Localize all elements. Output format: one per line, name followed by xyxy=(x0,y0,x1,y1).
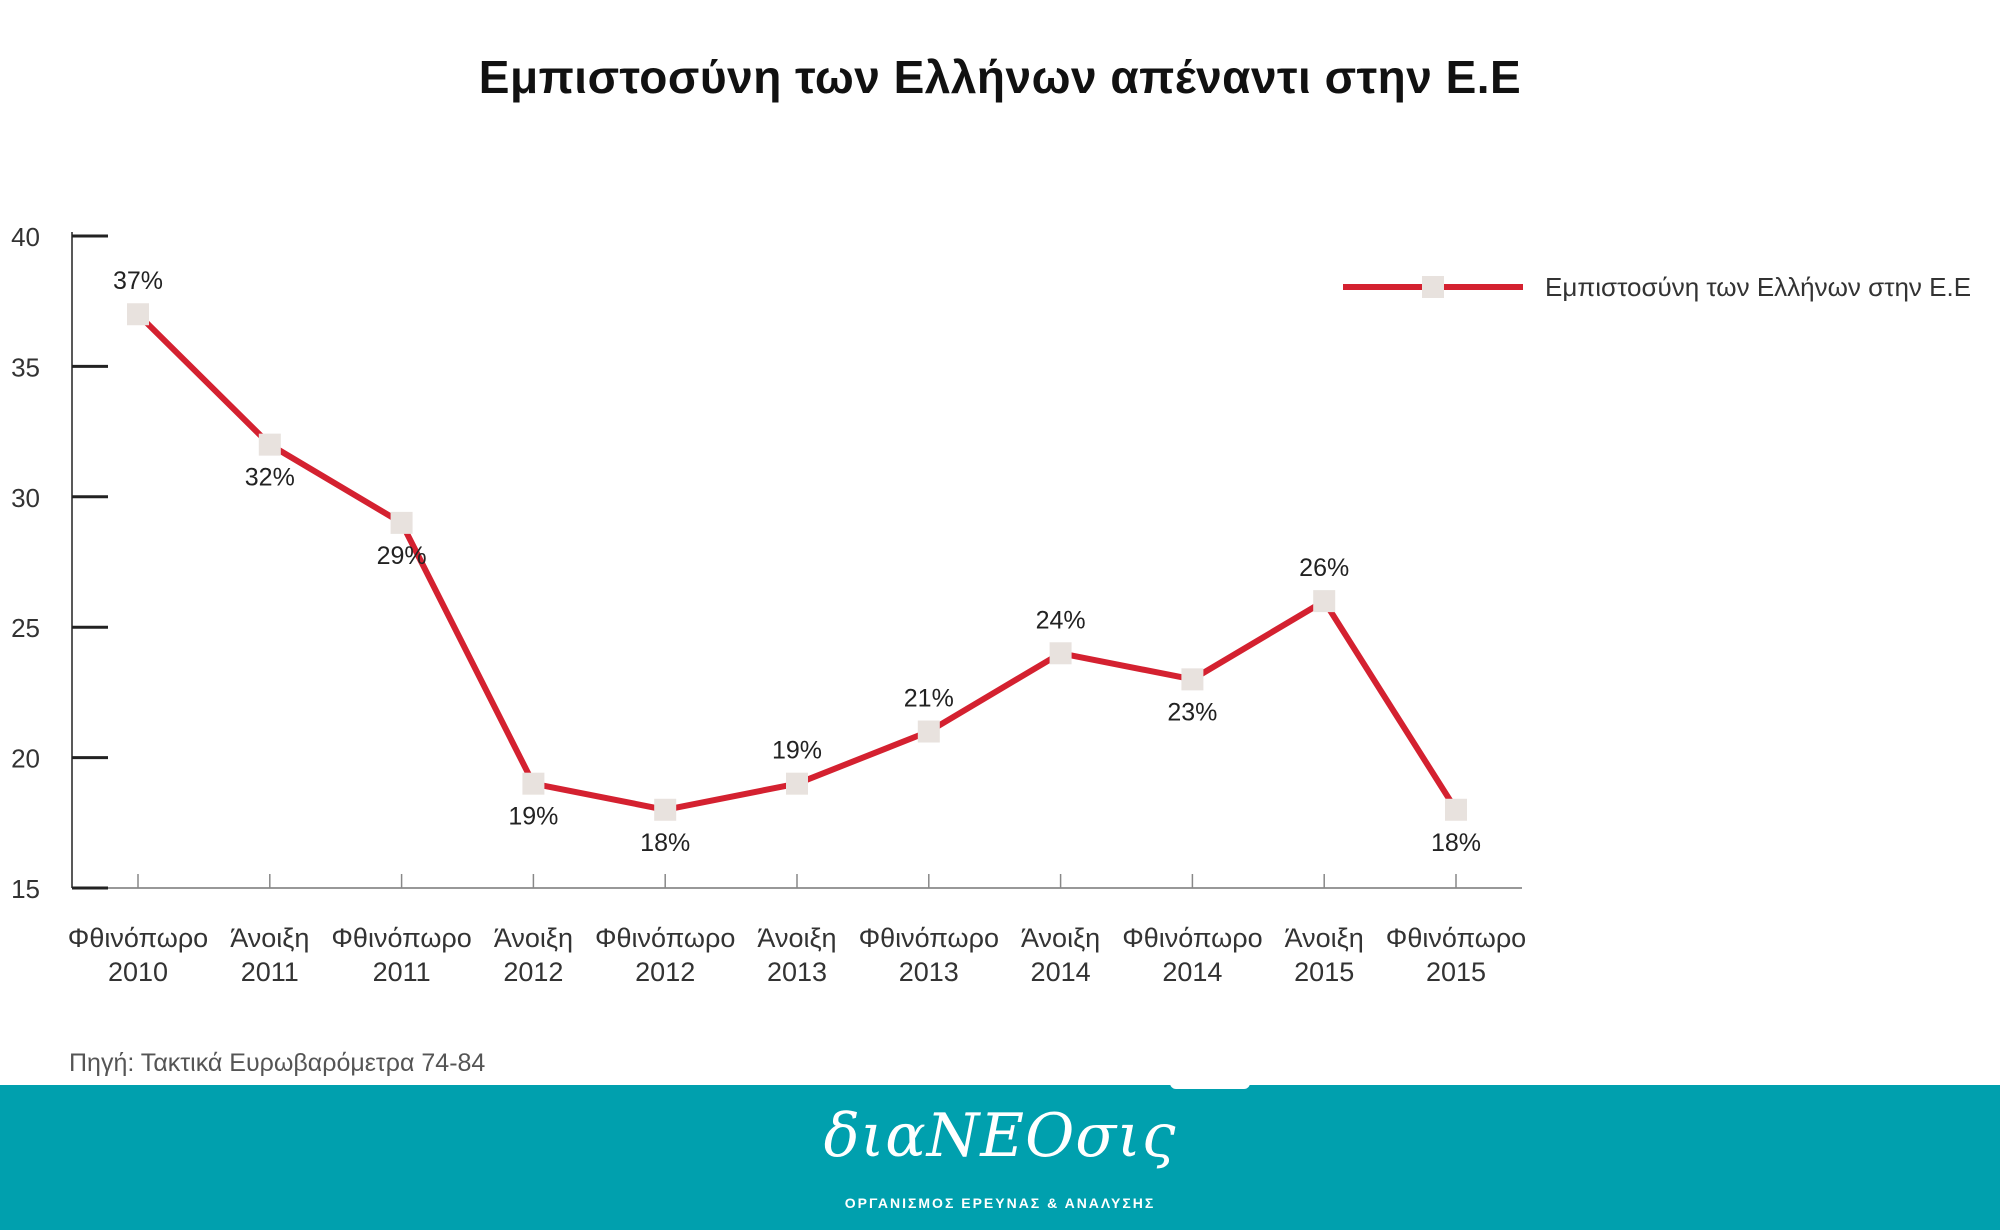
legend-marker xyxy=(1422,276,1444,298)
data-point-marker xyxy=(1445,798,1467,821)
series-line xyxy=(135,312,1459,813)
data-point-marker xyxy=(258,433,281,456)
x-tick-label: Άνοιξη 2011 xyxy=(230,923,309,987)
x-tick-label: Άνοιξη 2015 xyxy=(1285,923,1364,987)
data-point-marker xyxy=(390,511,413,534)
data-label: 37% xyxy=(113,267,163,295)
x-tick-label: Φθινόπωρο 2015 xyxy=(1386,923,1526,987)
y-tick-label: 40 xyxy=(11,222,40,252)
y-tick-label: 15 xyxy=(11,874,40,904)
brand-tagline: ΟΡΓΑΝΙΣΜΟΣ ΕΡΕΥΝΑΣ & ΑΝΑΛΥΣΗΣ xyxy=(844,1195,1156,1211)
x-tick-label: Φθινόπωρο 2012 xyxy=(595,923,735,987)
y-tick-label: 35 xyxy=(11,352,40,382)
data-point-marker xyxy=(1049,642,1072,665)
footer-notch xyxy=(1170,1083,1250,1089)
data-label: 19% xyxy=(508,803,558,831)
x-tick-label: Άνοιξη 2014 xyxy=(1021,923,1100,987)
data-point-marker xyxy=(1313,590,1336,613)
data-label: 32% xyxy=(245,464,295,492)
y-tick-label: 25 xyxy=(11,613,40,643)
brand-logo: διαNEOσις xyxy=(823,1101,1177,1171)
data-point-marker xyxy=(786,772,808,795)
data-label: 18% xyxy=(640,829,690,857)
data-label: 21% xyxy=(904,685,954,713)
source-note: Πηγή: Τακτικά Ευρωβαρόμετρα 74-84 xyxy=(69,1049,486,1077)
data-point-marker xyxy=(127,303,149,326)
data-label: 29% xyxy=(377,542,427,570)
data-point-marker xyxy=(522,772,545,795)
line-chart: 15 20 25 30 35 40 Φθινόπωρο 2010 Άνοιξη 2011 Φθινό… xyxy=(11,222,1971,987)
data-label: 23% xyxy=(1167,698,1217,726)
data-label: 26% xyxy=(1299,554,1349,582)
x-tick-label: Φθινόπωρο 2010 xyxy=(68,923,208,987)
legend-label: Εμπιστοσύνη των Ελλήνων στην Ε.Ε xyxy=(1545,272,1971,302)
data-point-marker xyxy=(917,720,940,743)
x-tick-label: Άνοιξη 2013 xyxy=(757,923,836,987)
x-tick-label: Φθινόπωρο 2013 xyxy=(859,923,999,987)
y-tick-label: 20 xyxy=(11,744,40,774)
chart-title: Εμπιστοσύνη των Ελλήνων απέναντι στην Ε.… xyxy=(478,51,1522,103)
x-tick-label: Φθινόπωρο 2011 xyxy=(331,923,471,987)
x-tick-label: Φθινόπωρο 2014 xyxy=(1122,923,1262,987)
footer-bar: διαNEOσις ΟΡΓΑΝΙΣΜΟΣ ΕΡΕΥΝΑΣ & ΑΝΑΛΥΣΗΣ xyxy=(0,1083,2000,1230)
data-label: 24% xyxy=(1036,606,1086,634)
x-tick-label: Άνοιξη 2012 xyxy=(494,923,573,987)
data-label: 19% xyxy=(772,737,822,765)
data-label: 18% xyxy=(1431,829,1481,857)
data-point-marker xyxy=(654,798,677,821)
data-point-marker xyxy=(1181,668,1204,691)
y-tick-label: 30 xyxy=(11,483,40,513)
